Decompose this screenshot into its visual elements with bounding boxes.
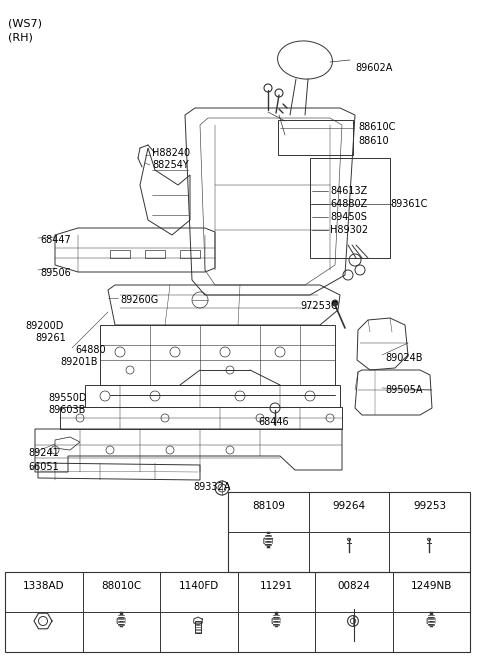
Text: 88010C: 88010C bbox=[101, 581, 142, 592]
Text: 64880Z: 64880Z bbox=[330, 199, 367, 209]
Bar bbox=[228, 492, 470, 572]
Bar bbox=[60, 407, 342, 429]
Text: 89450S: 89450S bbox=[330, 212, 367, 222]
Text: 1249NB: 1249NB bbox=[410, 581, 452, 592]
Text: 89602A: 89602A bbox=[355, 63, 392, 73]
Bar bbox=[100, 325, 335, 385]
Text: 97253C: 97253C bbox=[300, 301, 338, 311]
Text: 99253: 99253 bbox=[413, 501, 446, 512]
Circle shape bbox=[332, 300, 338, 306]
Text: 89361C: 89361C bbox=[390, 199, 427, 209]
Text: 89024B: 89024B bbox=[385, 353, 422, 363]
Bar bbox=[110, 250, 130, 258]
Text: 89200D: 89200D bbox=[25, 321, 63, 331]
Text: 66051: 66051 bbox=[28, 462, 59, 472]
Bar bbox=[145, 250, 165, 258]
Text: 89201B: 89201B bbox=[60, 357, 97, 367]
Text: 1140FD: 1140FD bbox=[179, 581, 219, 592]
Text: 89603B: 89603B bbox=[48, 405, 85, 415]
Bar bbox=[85, 385, 340, 407]
Text: 89261: 89261 bbox=[35, 333, 66, 343]
Bar bbox=[310, 158, 390, 258]
Text: H88240: H88240 bbox=[152, 148, 190, 158]
Text: 89550D: 89550D bbox=[48, 393, 86, 403]
Text: 89332A: 89332A bbox=[193, 482, 230, 492]
Text: 88610C: 88610C bbox=[358, 122, 396, 132]
Text: 88109: 88109 bbox=[252, 501, 285, 512]
Bar bbox=[180, 250, 200, 258]
Bar bbox=[5, 572, 470, 652]
Text: 11291: 11291 bbox=[260, 581, 293, 592]
Text: 84613Z: 84613Z bbox=[330, 186, 367, 196]
Text: 89505A: 89505A bbox=[385, 385, 422, 395]
Text: (WS7)
(RH): (WS7) (RH) bbox=[8, 18, 42, 42]
Text: 88610: 88610 bbox=[358, 136, 389, 146]
Text: 64880: 64880 bbox=[75, 345, 106, 355]
Text: 89260G: 89260G bbox=[120, 295, 158, 305]
Text: 88254Y: 88254Y bbox=[152, 160, 189, 170]
Text: 00824: 00824 bbox=[337, 581, 370, 592]
Text: 1338AD: 1338AD bbox=[23, 581, 65, 592]
Bar bbox=[278, 120, 353, 155]
Text: 89241: 89241 bbox=[28, 448, 59, 458]
Text: 89506: 89506 bbox=[40, 268, 71, 278]
Text: 68447: 68447 bbox=[40, 235, 71, 245]
Bar bbox=[195, 621, 201, 633]
Text: 99264: 99264 bbox=[333, 501, 366, 512]
Text: H89302: H89302 bbox=[330, 225, 368, 235]
Text: 68446: 68446 bbox=[258, 417, 288, 427]
